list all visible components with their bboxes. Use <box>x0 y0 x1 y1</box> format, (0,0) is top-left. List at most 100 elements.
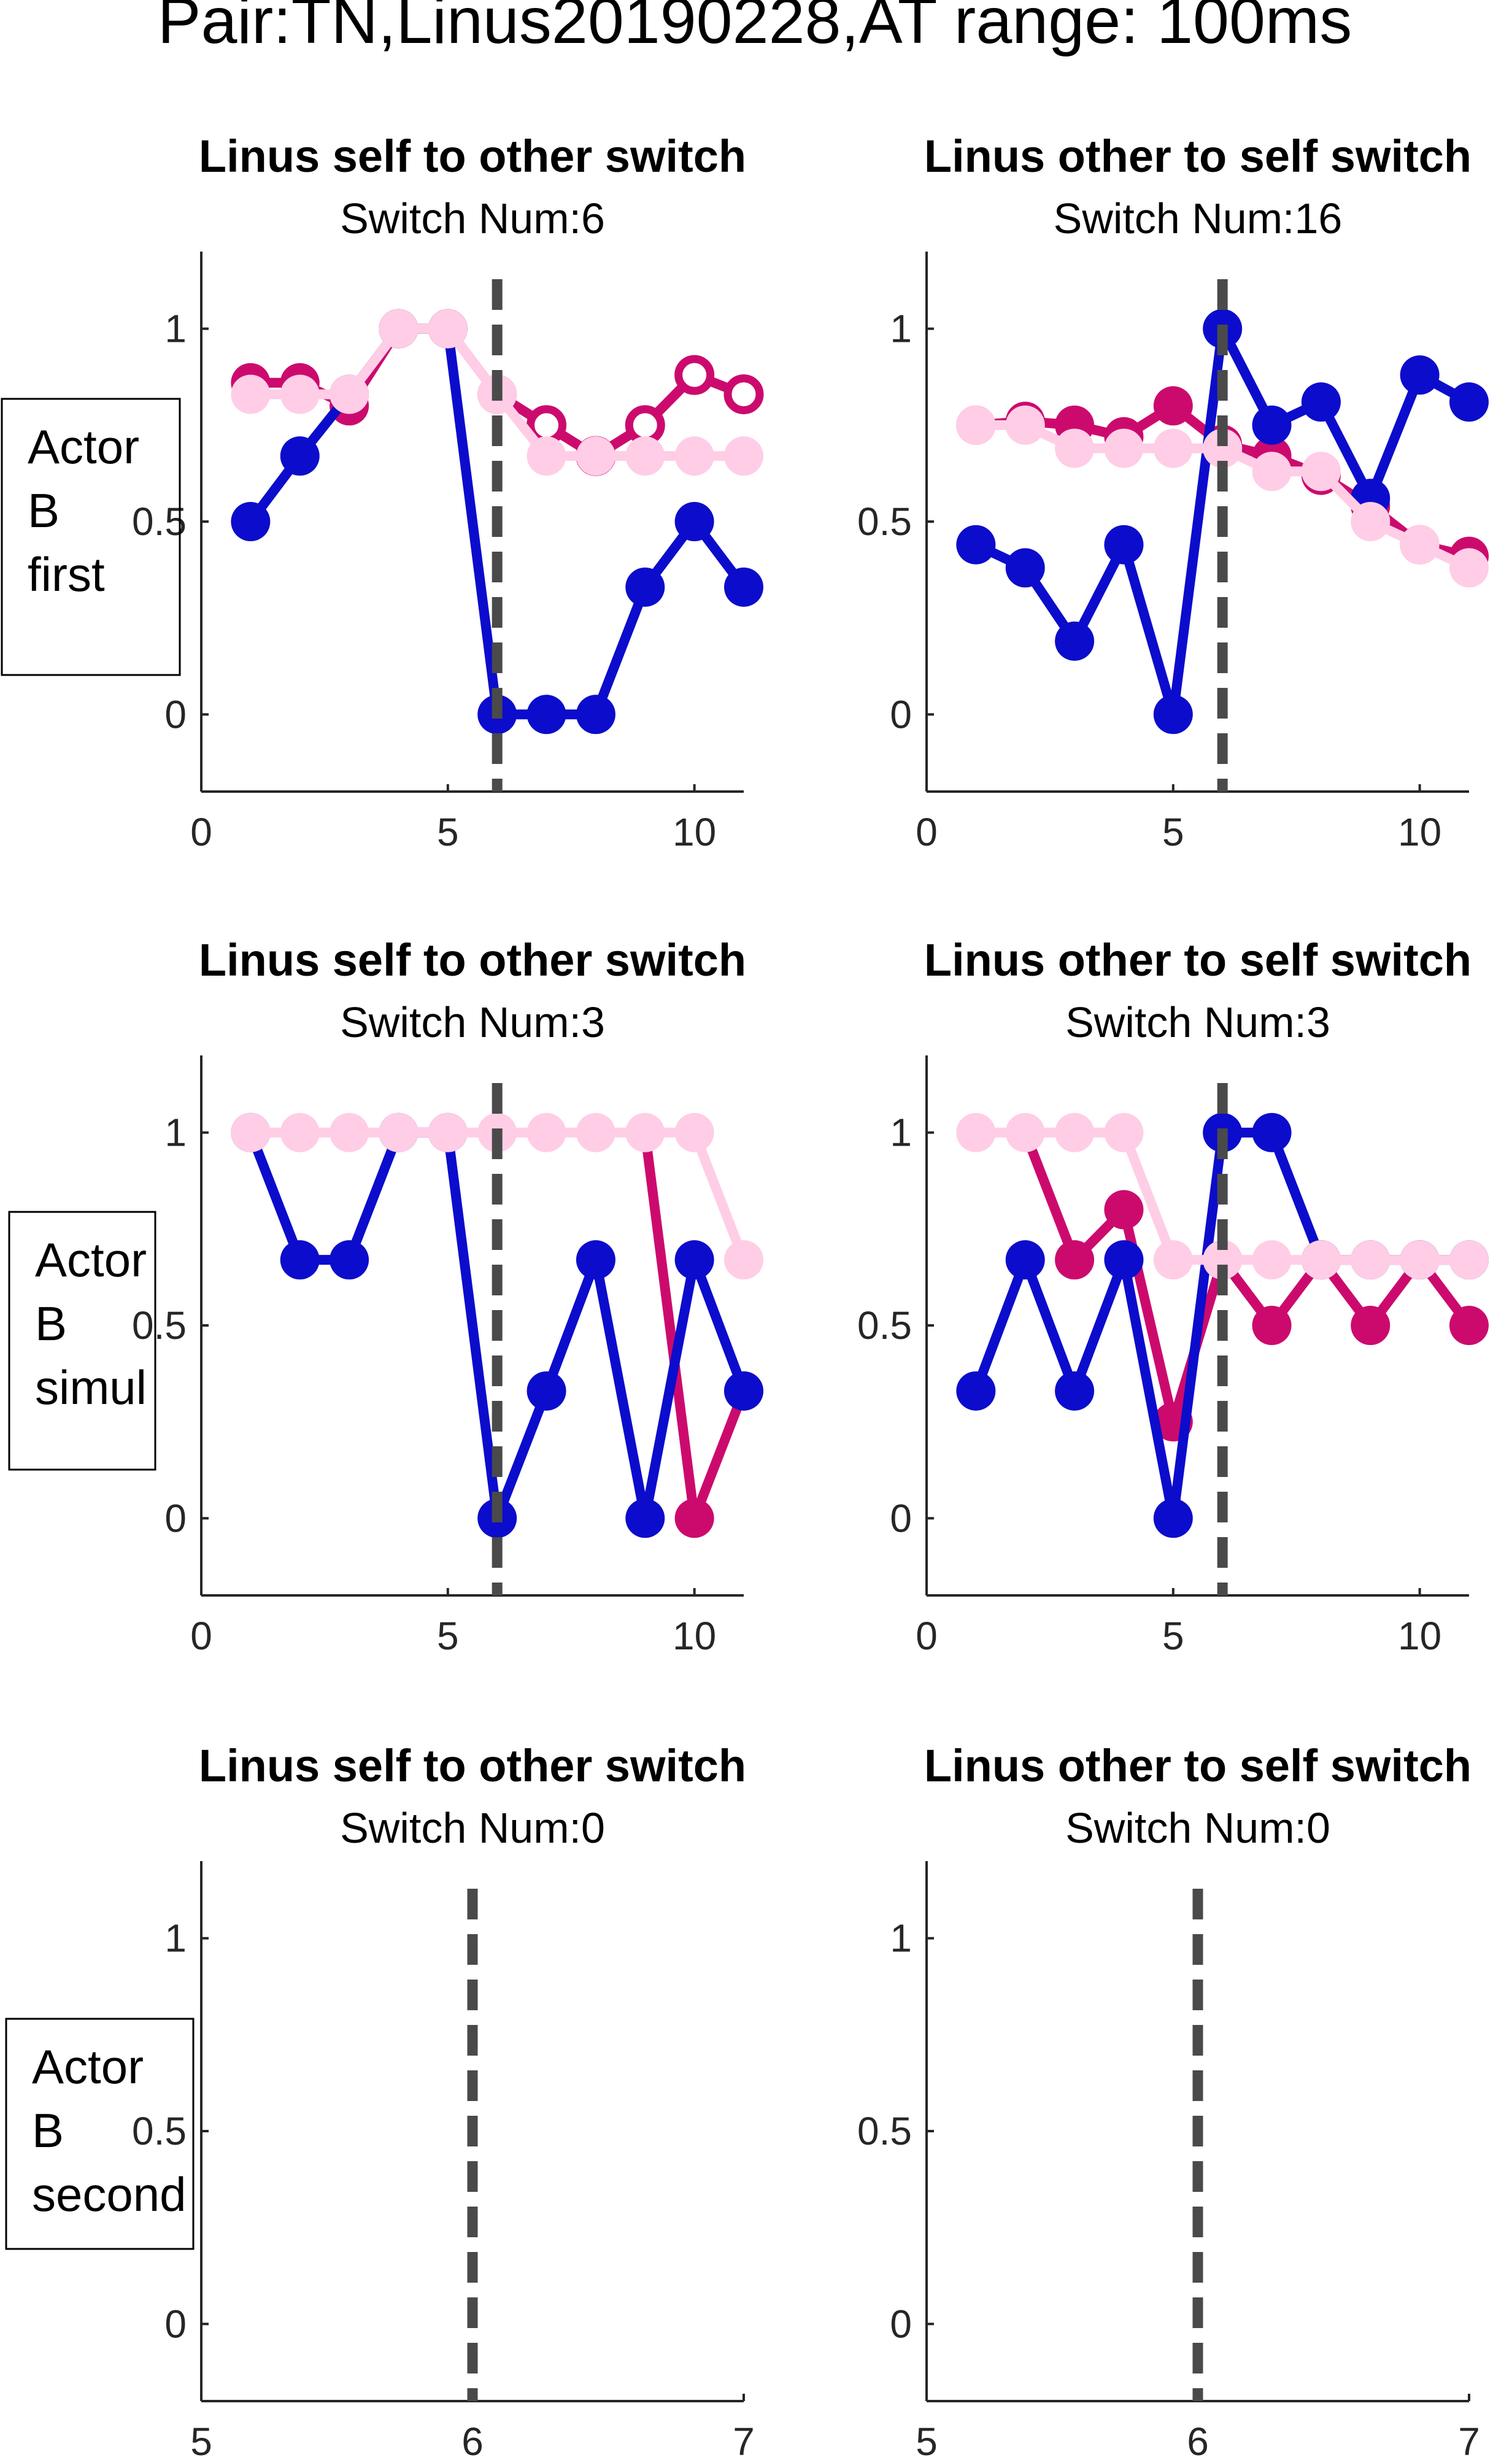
row-label-box <box>5 2018 195 2250</box>
row-label-box <box>8 1211 156 1471</box>
data-point-blue <box>956 1371 996 1411</box>
data-point-pink <box>1104 428 1144 468</box>
y-tick-label: 1 <box>890 1111 912 1155</box>
data-point-pink <box>526 436 566 476</box>
data-point-pink <box>330 374 369 414</box>
data-point-blue <box>526 695 566 735</box>
data-point-pink <box>379 1112 418 1152</box>
panel-1: Linus self to other switch Switch Num:6 0 5… <box>132 131 764 854</box>
data-point-blue <box>1055 621 1095 661</box>
data-point-magenta <box>674 355 715 395</box>
x-tick-label: 6 <box>1187 2420 1209 2460</box>
data-point-pink <box>576 1112 615 1152</box>
data-point-blue <box>1005 548 1045 588</box>
y-tick-label: 0 <box>164 2302 187 2346</box>
data-point-pink <box>1252 1240 1292 1280</box>
y-tick-label: 0 <box>890 2302 912 2346</box>
data-point-blue <box>330 1240 369 1280</box>
y-tick-label: 0.5 <box>857 1303 912 1348</box>
data-point-magenta <box>1252 1306 1292 1345</box>
data-point-pink <box>280 1112 320 1152</box>
panel-5: Linus self to other switch Switch Num:0 5 6… <box>132 1740 755 2460</box>
data-point-magenta <box>1055 1240 1095 1280</box>
y-tick-label: 0.5 <box>132 2109 187 2153</box>
y-tick-label: 1 <box>164 1916 187 1961</box>
data-point-pink <box>674 1112 714 1152</box>
data-point-blue <box>956 525 996 565</box>
row-label-text: B <box>35 1297 67 1351</box>
series-line-magenta <box>1020 1127 1474 1427</box>
row-label-text: simul <box>35 1360 147 1414</box>
panel-subtitle: Switch Num:0 <box>1065 1804 1330 1852</box>
data-point-blue <box>1301 382 1341 422</box>
data-point-blue <box>674 1240 714 1280</box>
panel-6: Linus other to self switch Switch Num:0 5 6… <box>857 1740 1480 2460</box>
data-point-pink <box>428 1112 468 1152</box>
x-tick-label: 7 <box>1458 2420 1480 2460</box>
y-tick-label: 0 <box>890 692 912 736</box>
figure-title: Pair:TN,Linus20190228,AT range: 100ms <box>158 0 1352 57</box>
data-point-pink <box>956 1112 996 1152</box>
panel-subtitle: Switch Num:6 <box>340 195 605 242</box>
panel-4: Linus other to self switch Switch Num:3 0 5… <box>857 935 1489 1658</box>
panel-title: Linus self to other switch <box>199 935 746 985</box>
x-tick-label: 10 <box>673 1614 716 1658</box>
data-point-blue <box>1005 1240 1045 1280</box>
panel-title: Linus other to self switch <box>924 935 1472 985</box>
row-label-box <box>1 398 181 676</box>
data-point-blue <box>1104 1240 1144 1280</box>
data-point-blue <box>674 502 714 541</box>
row-label-text: Actor <box>28 420 139 474</box>
data-point-pink <box>1301 452 1341 492</box>
row-label-text: B <box>28 484 60 538</box>
data-point-blue <box>1252 1112 1292 1152</box>
x-tick-label: 0 <box>916 1614 938 1658</box>
x-tick-label: 10 <box>673 810 716 854</box>
data-point-magenta <box>1351 1306 1390 1345</box>
data-point-pink <box>724 1240 763 1280</box>
data-point-pink <box>1005 1112 1045 1152</box>
panel-subtitle: Switch Num:0 <box>340 1804 605 1852</box>
row-label-text: first <box>28 547 105 601</box>
panel-title: Linus other to self switch <box>924 1740 1472 1791</box>
y-tick-label: 1 <box>890 307 912 351</box>
data-point-blue <box>1449 382 1489 422</box>
row-label-text: Actor <box>32 2040 144 2094</box>
data-point-pink <box>526 1112 566 1152</box>
x-tick-label: 5 <box>1162 1614 1184 1658</box>
panel-subtitle: Switch Num:3 <box>1065 998 1330 1046</box>
data-point-blue <box>724 1371 763 1411</box>
data-point-blue <box>1055 1371 1095 1411</box>
panels: Linus self to other switch Switch Num:6 0 5… <box>132 131 1489 2460</box>
data-point-magenta <box>625 405 665 445</box>
panel-2: Linus other to self switch Switch Num:16 0… <box>857 131 1489 854</box>
data-point-blue <box>625 567 665 607</box>
panel-subtitle: Switch Num:16 <box>1054 195 1343 242</box>
data-point-pink <box>1005 405 1045 445</box>
x-tick-label: 5 <box>190 2420 212 2460</box>
data-point-pink <box>428 309 468 349</box>
data-point-blue <box>1153 695 1193 735</box>
y-tick-label: 0.5 <box>132 1303 187 1348</box>
data-point-pink <box>1153 1240 1193 1280</box>
data-point-pink <box>1449 548 1489 588</box>
row-label-text: Actor <box>35 1233 147 1287</box>
data-point-pink <box>1153 428 1193 468</box>
x-tick-label: 10 <box>1398 1614 1441 1658</box>
data-point-blue <box>1252 405 1292 445</box>
y-tick-label: 0 <box>890 1496 912 1540</box>
data-point-pink <box>1301 1240 1341 1280</box>
data-point-blue <box>1153 1498 1193 1538</box>
data-point-magenta <box>1449 1306 1489 1345</box>
data-point-pink <box>1351 502 1390 541</box>
data-point-pink <box>379 309 418 349</box>
data-point-blue <box>576 695 615 735</box>
data-point-blue <box>1104 525 1144 565</box>
data-point-blue <box>231 502 271 541</box>
data-point-pink <box>576 436 615 476</box>
data-point-blue <box>576 1240 615 1280</box>
x-tick-label: 0 <box>916 810 938 854</box>
